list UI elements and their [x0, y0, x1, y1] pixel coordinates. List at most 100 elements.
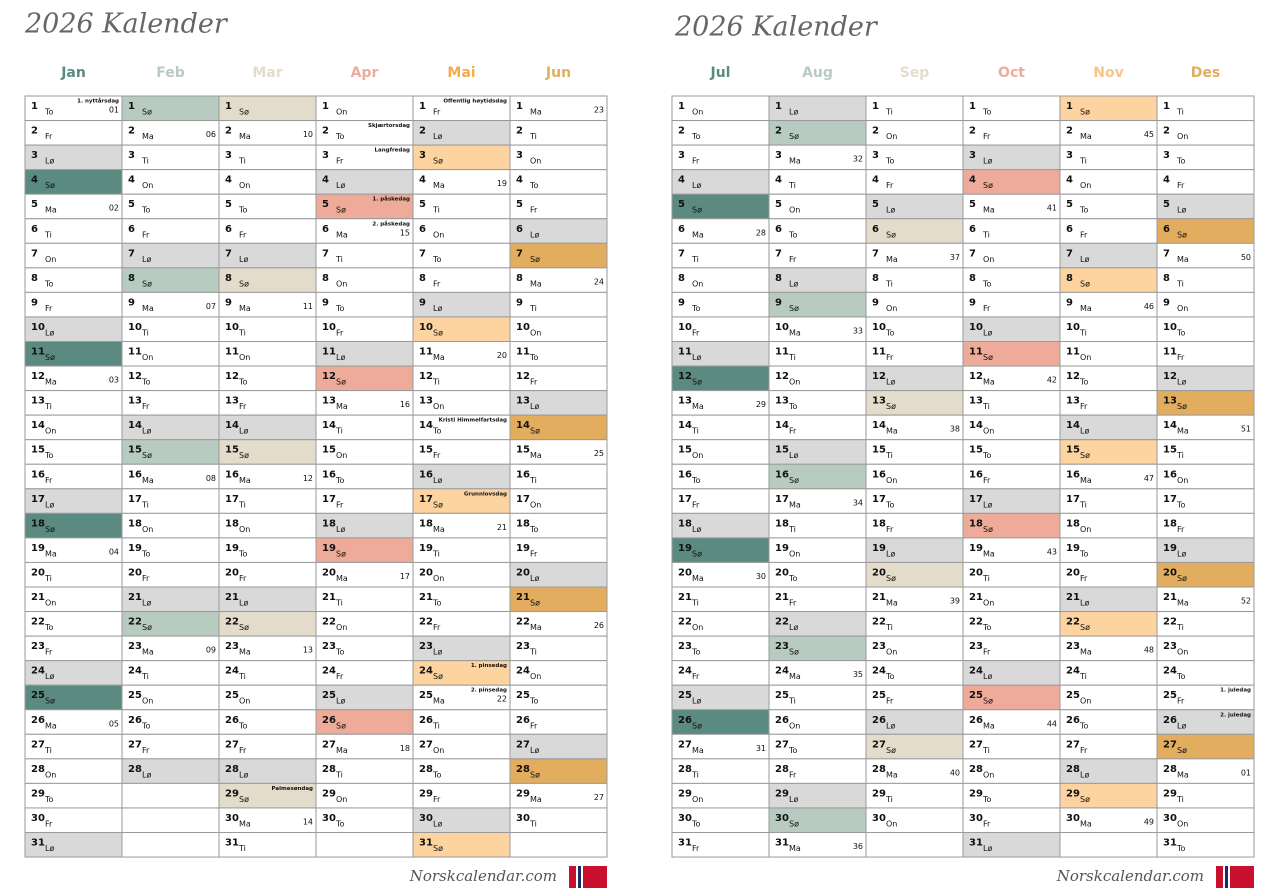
weekday: Ti: [432, 206, 440, 215]
weekday: Lø: [1177, 206, 1186, 215]
weekday: Sø: [433, 157, 443, 166]
day-cell: [1156, 782, 1255, 809]
day-number: 29: [1066, 788, 1080, 799]
weekday: Ti: [335, 770, 343, 779]
day-cell: [509, 193, 608, 220]
day-number: 7: [128, 248, 135, 259]
day-number: 9: [31, 297, 38, 308]
holiday: 2. påskedag: [372, 220, 410, 227]
day-number: 2: [516, 126, 523, 137]
day-number: 27: [128, 739, 142, 750]
day-number: 31: [1163, 838, 1177, 849]
day-number: 19: [225, 543, 239, 554]
day-number: 15: [1163, 445, 1177, 456]
day-cell: [121, 291, 220, 318]
day-cell: [24, 120, 123, 146]
week-number: 23: [594, 106, 604, 115]
day-number: 4: [31, 175, 38, 186]
weekday: Fr: [1080, 230, 1088, 239]
weekday: Ma: [1080, 648, 1092, 657]
day-number: 24: [969, 666, 983, 677]
footer-brand: Norskcalendar.com: [1056, 867, 1204, 885]
holiday: Grunnlovsdag: [464, 491, 507, 497]
day-number: 1: [128, 101, 135, 112]
weekday: On: [886, 476, 897, 485]
weekday: To: [691, 476, 701, 485]
holiday: 1. pinsedag: [471, 663, 507, 669]
weekday: Ti: [238, 672, 246, 681]
weekday: To: [44, 108, 54, 117]
day-number: 8: [775, 273, 782, 284]
week-number: 04: [109, 547, 119, 556]
day-number: 13: [1163, 396, 1177, 407]
weekday: Ma: [1080, 819, 1092, 828]
week-number: 25: [594, 449, 604, 458]
weekday: On: [1177, 476, 1188, 485]
weekday: Ma: [692, 574, 704, 583]
day-cell: [671, 95, 770, 122]
weekday: Ma: [433, 181, 445, 190]
day-number: 11: [872, 347, 886, 358]
week-number: 43: [1047, 547, 1057, 556]
flag-cross-blue: [578, 866, 581, 888]
day-cell: [218, 390, 317, 416]
weekday: Lø: [789, 795, 798, 804]
day-number: 30: [419, 813, 433, 824]
day-cell: [1156, 390, 1255, 416]
weekday: Fr: [239, 230, 247, 239]
weekday: On: [336, 623, 347, 632]
day-cell: [315, 709, 414, 735]
weekday: Lø: [45, 844, 54, 853]
weekday: Lø: [789, 108, 798, 117]
weekday: Lø: [239, 427, 248, 436]
weekday: Ti: [982, 746, 990, 755]
day-number: 16: [872, 469, 886, 480]
day-cell: [315, 267, 414, 293]
day-cell: [509, 390, 608, 416]
day-cell: [509, 242, 608, 269]
day-cell: [865, 733, 964, 760]
weekday: Sø: [789, 304, 799, 313]
day-cell: [121, 144, 220, 171]
day-cell: [412, 832, 511, 858]
weekday: Sø: [336, 206, 346, 215]
day-number: 25: [516, 690, 530, 701]
day-cell: [24, 709, 123, 735]
day-number: 9: [516, 297, 523, 308]
weekday: Lø: [142, 599, 151, 608]
day-number: 29: [678, 788, 692, 799]
day-cell: [1059, 733, 1158, 760]
weekday: Lø: [886, 721, 895, 730]
weekday: Ma: [1177, 255, 1189, 264]
day-cell: [865, 218, 964, 244]
day-number: 24: [419, 666, 433, 677]
weekday: Ti: [691, 599, 699, 608]
weekday: On: [336, 108, 347, 117]
day-cell: [1156, 832, 1255, 858]
day-number: 12: [969, 371, 983, 382]
day-number: 14: [225, 420, 239, 431]
weekday: Ti: [141, 672, 149, 681]
weekday: Ti: [788, 353, 796, 362]
day-cell: [315, 463, 414, 490]
day-number: 27: [969, 739, 983, 750]
week-number: 51: [1241, 425, 1251, 434]
week-number: 37: [950, 253, 960, 262]
weekday: Sø: [433, 328, 443, 337]
day-number: 24: [775, 666, 789, 677]
weekday: Fr: [336, 500, 344, 509]
day-cell: [218, 463, 317, 490]
month-header: Des: [1191, 65, 1220, 81]
day-cell: [962, 561, 1061, 588]
day-number: 28: [1066, 764, 1080, 775]
day-cell: [412, 439, 511, 465]
day-number: 28: [969, 764, 983, 775]
holiday: Offentlig høytidsdag: [443, 99, 507, 105]
day-cell: [24, 758, 123, 784]
day-number: 15: [31, 445, 45, 456]
day-number: 21: [322, 592, 336, 603]
weekday: On: [433, 574, 444, 583]
weekday: Ti: [1176, 108, 1184, 117]
day-number: 16: [128, 469, 142, 480]
weekday: Ma: [983, 721, 995, 730]
